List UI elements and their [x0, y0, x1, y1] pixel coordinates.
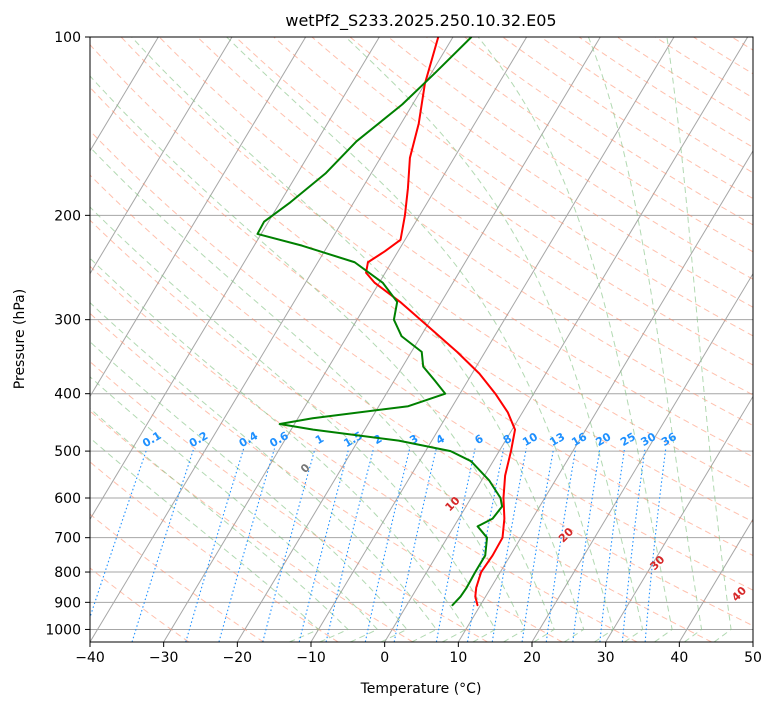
moist-adiabat--10: [90, 437, 320, 642]
dry-adiabat-90: [120, 37, 753, 490]
isotherm-grid: [90, 37, 753, 642]
isotherm--10: [310, 37, 675, 642]
y-tick-label: 500: [54, 444, 81, 460]
isotherm--80: [90, 37, 159, 152]
y-tick-label: 1000: [45, 622, 81, 638]
y-tick-label: 900: [54, 595, 81, 611]
y-tick-label: 600: [54, 491, 81, 507]
moist-adiabat-38: [477, 37, 673, 642]
moist-adiabat-46: [666, 37, 732, 642]
dry-adiabat-30: [90, 265, 638, 642]
x-tick-label: 50: [744, 650, 762, 666]
y-tick-label: 800: [54, 565, 81, 581]
isotherm-20: [531, 272, 753, 642]
dry-adiabat--30: [90, 567, 190, 642]
dry-adiabat-20: [90, 312, 563, 642]
moist-adiabats: [90, 37, 732, 642]
mixing-ratio-line-0.4: [185, 448, 245, 642]
moist-adiabat-42: [587, 37, 703, 642]
isotherm--20: [236, 37, 601, 642]
y-tick-label: 300: [54, 313, 81, 329]
dry-adiabat-110: [197, 37, 753, 427]
mixing-ratio-line-2: [325, 448, 375, 642]
moist-adiabat--6: [90, 407, 349, 642]
moist-adiabat-26: [131, 37, 585, 642]
dry-adiabat--20: [90, 513, 264, 642]
y-tick-label: 400: [54, 387, 81, 403]
dry-adiabat-50: [90, 174, 753, 627]
moist-adiabat--2: [90, 376, 379, 642]
moist-adiabat-14: [90, 206, 497, 642]
mixing-ratio-line-4: [393, 448, 437, 642]
dewpoint-profile-line: [256, 37, 504, 607]
mixing-ratio-line-6: [435, 448, 476, 642]
mixing-ratio-line-10: [491, 448, 527, 642]
chart-title: wetPf2_S233.2025.250.10.32.E05: [285, 11, 556, 31]
isotherm--40: [90, 37, 454, 642]
isotherm--70: [90, 37, 233, 275]
profile-series: [256, 37, 517, 607]
x-tick-label: −20: [223, 650, 253, 666]
isotherm-40: [678, 518, 753, 642]
x-tick-label: 10: [449, 650, 467, 666]
isotherm-10: [457, 149, 753, 642]
moist-adiabat-6: [90, 301, 438, 642]
isotherm--50: [90, 37, 380, 521]
x-tick-label: −40: [75, 650, 105, 666]
mixing-ratio-line-3: [364, 448, 411, 642]
x-tick-label: 0: [380, 650, 389, 666]
y-tick-label: 100: [54, 30, 81, 46]
plot-frame: [89, 36, 754, 643]
y-axis-title: Pressure (hPa): [12, 289, 28, 389]
y-tick-label: 200: [54, 208, 81, 224]
isotherm--30: [163, 37, 528, 642]
moist-adiabat-22: [90, 75, 555, 642]
x-tick-label: 20: [523, 650, 541, 666]
mixing-ratio-lines: [90, 448, 667, 642]
x-tick-label: 40: [670, 650, 688, 666]
moist-adiabat-18: [90, 146, 526, 642]
isotherm-30: [605, 395, 753, 642]
plot-area: -100-90-80-70-60-50-40-30-20-100.10.20.4…: [90, 37, 753, 642]
x-tick-label: −30: [149, 650, 179, 666]
moist-adiabat-2: [90, 341, 408, 642]
y-axis-ticks: 100 200 300 400 500 600 700 800 900 1000: [45, 30, 90, 638]
dry-adiabat-10: [90, 360, 488, 642]
reference-line-labels: -100-90-80-70-60-50-40-30-20-100.10.20.4…: [140, 429, 749, 604]
y-tick-label: 700: [54, 531, 81, 547]
dry-adiabat-140: [311, 37, 753, 337]
dry-adiabats: [90, 37, 753, 642]
temperature-profile-line: [365, 37, 517, 607]
dry-adiabat-40: [90, 219, 712, 642]
mixing-ratio-line-0.2: [131, 448, 195, 642]
dry-adiabat-150: [349, 37, 753, 308]
x-tick-label: 30: [597, 650, 615, 666]
mixing-ratio-line-1.5: [298, 448, 350, 642]
x-tick-label: −10: [296, 650, 326, 666]
mixing-ratio-line-0.6: [218, 448, 276, 642]
moist-adiabat-10: [90, 257, 467, 642]
mixing-ratio-line-1: [262, 448, 316, 642]
isotherm--60: [90, 37, 307, 398]
moist-adiabat-34: [345, 37, 644, 642]
isotherm-0: [384, 37, 749, 642]
x-axis-ticks: −40 −30 −20 −10 0 10 20 30 40 50: [75, 642, 762, 666]
x-axis-title: Temperature (°C): [360, 681, 482, 697]
dry-adiabat-100: [158, 37, 753, 458]
